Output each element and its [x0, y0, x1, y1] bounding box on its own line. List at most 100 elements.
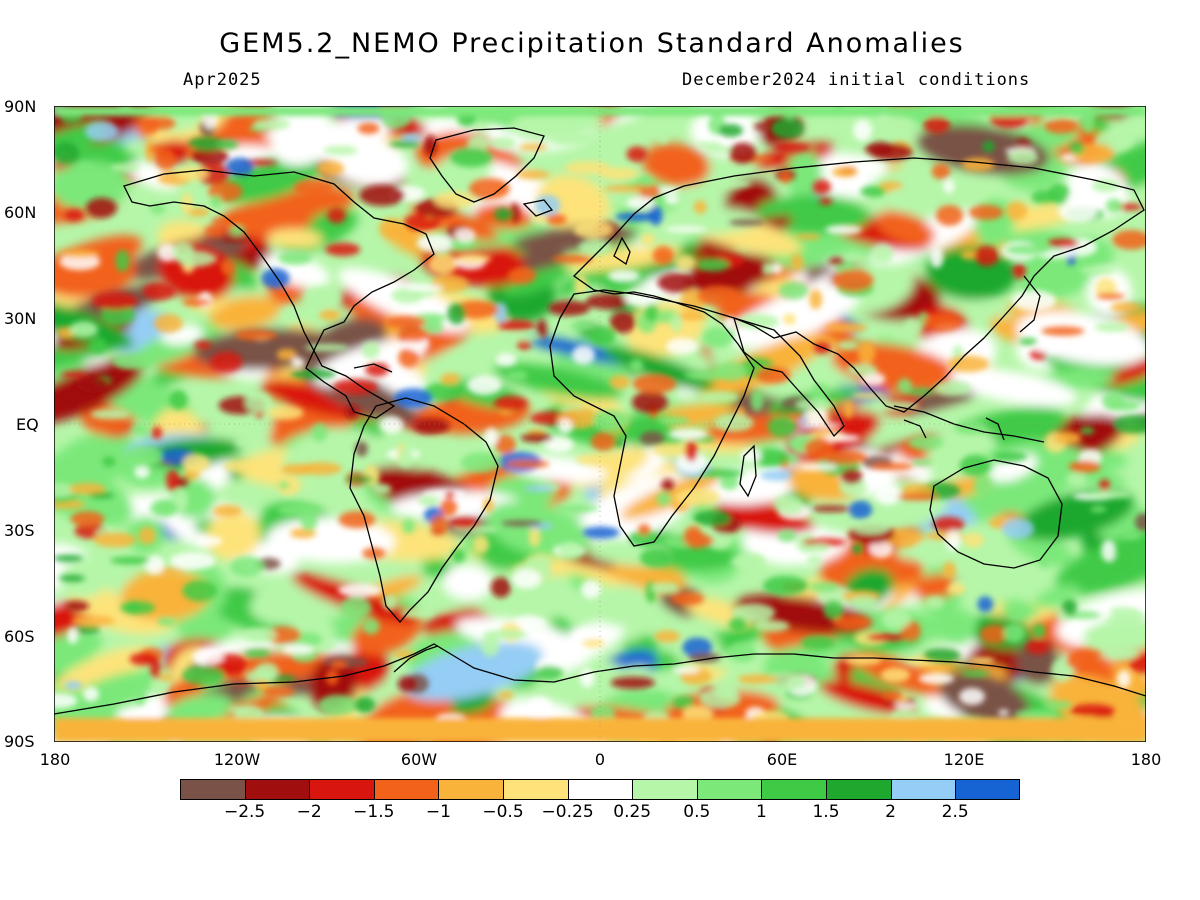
anomaly-blob — [142, 117, 159, 134]
anomaly-blob — [528, 526, 541, 548]
lat-label-eq: EQ — [16, 415, 39, 434]
anomaly-blob — [754, 123, 768, 130]
anomaly-blob — [777, 529, 797, 542]
anomaly-blob — [319, 309, 341, 321]
anomaly-blob — [918, 672, 955, 685]
anomaly-blob — [484, 427, 498, 446]
anomaly-blob — [603, 346, 716, 391]
anomaly-blob — [656, 492, 672, 506]
anomaly-blob — [750, 390, 764, 412]
anomaly-blob — [175, 250, 216, 267]
anomaly-blob — [574, 274, 588, 295]
anomaly-blob — [753, 448, 790, 467]
anomaly-blob — [970, 657, 995, 664]
anomaly-blob — [527, 696, 552, 718]
anomaly-blob — [244, 649, 271, 658]
lon-label-180w: 180 — [39, 750, 71, 769]
anomaly-blob — [494, 207, 513, 221]
anomaly-blob — [361, 341, 380, 359]
anomaly-blob — [903, 318, 922, 336]
anomaly-blob — [557, 418, 573, 435]
anomaly-blob — [436, 639, 447, 648]
anomaly-blob — [671, 666, 700, 674]
colorbar-swatch — [309, 779, 374, 800]
colorbar-label: 0.5 — [683, 802, 711, 822]
anomaly-blob — [145, 555, 165, 575]
anomaly-blob — [501, 520, 543, 527]
anomaly-blob — [840, 468, 863, 485]
lat-label-30s: 30S — [4, 521, 35, 540]
anomaly-blob — [822, 450, 867, 465]
anomaly-blob — [913, 540, 943, 561]
anomaly-blob — [579, 668, 595, 688]
anomaly-blob — [873, 116, 916, 133]
anomaly-blob — [188, 136, 225, 152]
anomaly-blob — [210, 194, 222, 208]
anomaly-blob — [1105, 198, 1123, 213]
anomaly-blob — [853, 521, 890, 534]
anomaly-blob — [982, 140, 995, 153]
anomaly-blob — [707, 533, 732, 550]
anomaly-blob — [961, 670, 990, 677]
anomaly-blob — [400, 610, 436, 618]
anomaly-blob — [1111, 556, 1126, 565]
anomaly-blob — [724, 316, 737, 329]
anomaly-blob — [1105, 646, 1139, 661]
anomaly-blob — [923, 648, 961, 663]
anomaly-blob — [761, 262, 774, 276]
precipitation-anomaly-map — [54, 106, 1146, 742]
anomaly-blob — [760, 470, 792, 481]
anomaly-blob — [942, 561, 956, 579]
anomaly-blob — [881, 609, 912, 630]
anomaly-blob — [393, 388, 433, 409]
anomaly-blob — [664, 194, 679, 205]
anomaly-blob — [126, 600, 140, 615]
anomaly-blob — [125, 445, 163, 467]
anomaly-blob — [182, 580, 218, 602]
anomaly-blob — [1115, 203, 1143, 211]
anomaly-blob — [254, 662, 280, 681]
anomaly-blob — [875, 210, 936, 246]
colorbar-swatch — [890, 779, 956, 800]
lon-label-120w: 120W — [213, 750, 261, 769]
anomaly-blob — [451, 548, 466, 563]
anomaly-blob — [64, 681, 83, 690]
anomaly-blob — [430, 515, 449, 536]
anomaly-blob — [182, 453, 210, 473]
colorbar-label: −1 — [425, 802, 451, 822]
anomaly-blob — [507, 370, 528, 381]
anomaly-blob — [466, 375, 502, 396]
lat-label-60n: 60N — [4, 203, 37, 222]
anomaly-blob — [564, 246, 682, 271]
anomaly-blob — [731, 603, 776, 622]
anomaly-blob — [68, 483, 106, 495]
anomaly-blob — [468, 178, 510, 200]
anomaly-blob — [702, 327, 735, 348]
anomaly-blob — [54, 631, 103, 679]
anomaly-blob — [604, 185, 643, 193]
anomaly-blob — [650, 693, 666, 703]
anomaly-blob — [1110, 302, 1141, 313]
anomaly-blob — [1058, 201, 1098, 223]
anomaly-blob — [423, 135, 437, 156]
anomaly-blob — [338, 511, 376, 529]
anomaly-blob — [155, 148, 177, 170]
anomaly-blob — [857, 342, 876, 364]
lon-label-180e: 180 — [1130, 750, 1162, 769]
anomaly-blob — [357, 122, 380, 134]
anomaly-blob — [400, 133, 422, 141]
anomaly-blob — [938, 609, 978, 646]
anomaly-blob — [1086, 490, 1132, 499]
anomaly-blob — [1079, 265, 1116, 275]
anomaly-blob — [293, 178, 335, 198]
anomaly-blob — [86, 197, 117, 219]
anomaly-blob — [324, 657, 369, 668]
anomaly-blob — [706, 178, 752, 189]
anomaly-blob — [483, 629, 528, 640]
colorbar-swatch — [567, 779, 633, 800]
anomaly-blob — [637, 524, 651, 536]
anomaly-blob — [699, 468, 743, 478]
anomaly-blob — [345, 404, 359, 419]
anomaly-blob — [770, 117, 804, 139]
anomaly-blob — [149, 145, 163, 153]
